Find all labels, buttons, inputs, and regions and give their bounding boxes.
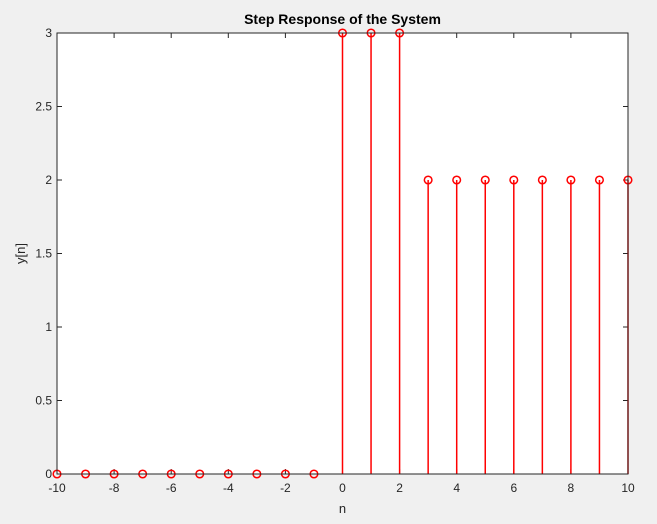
x-tick-labels: -10 -8 -6 -4 -2 0 2 4 6 8 10 bbox=[48, 481, 635, 495]
stem-marker bbox=[480, 175, 490, 185]
y-tick-label: 3 bbox=[45, 26, 52, 40]
y-tick-label: 1 bbox=[45, 320, 52, 334]
x-tick-label: 10 bbox=[621, 481, 635, 495]
chart-title: Step Response of the System bbox=[244, 11, 441, 27]
stem-marker bbox=[594, 175, 605, 185]
x-tick-label: 0 bbox=[339, 481, 346, 495]
stem-marker bbox=[509, 175, 519, 185]
x-tick-label: -4 bbox=[223, 481, 234, 495]
x-tick-label: 2 bbox=[396, 481, 403, 495]
x-tick-label: -10 bbox=[48, 481, 66, 495]
x-tick-label: -6 bbox=[166, 481, 177, 495]
x-tick-label: -8 bbox=[109, 481, 120, 495]
stem-marker bbox=[537, 175, 547, 185]
x-tick-label: 6 bbox=[510, 481, 517, 495]
x-tick-label: -2 bbox=[280, 481, 291, 495]
y-tick-label: 1.5 bbox=[35, 247, 52, 261]
stem-marker bbox=[566, 175, 576, 185]
y-tick-label: 0 bbox=[45, 467, 52, 481]
x-tick-label: 8 bbox=[568, 481, 575, 495]
stem-marker bbox=[452, 175, 462, 185]
x-axis-label: n bbox=[339, 501, 346, 516]
y-tick-labels: 0 0.5 1 1.5 2 2.5 3 bbox=[35, 26, 52, 481]
stem-marker bbox=[423, 175, 433, 185]
axes-frame bbox=[56, 32, 629, 475]
y-tick-label: 0.5 bbox=[35, 394, 52, 408]
y-tick-label: 2.5 bbox=[35, 100, 52, 114]
x-tick-label: 4 bbox=[453, 481, 460, 495]
stem-series bbox=[52, 28, 633, 479]
y-axis-label: y[n] bbox=[13, 243, 28, 264]
y-tick-label: 2 bbox=[45, 173, 52, 187]
